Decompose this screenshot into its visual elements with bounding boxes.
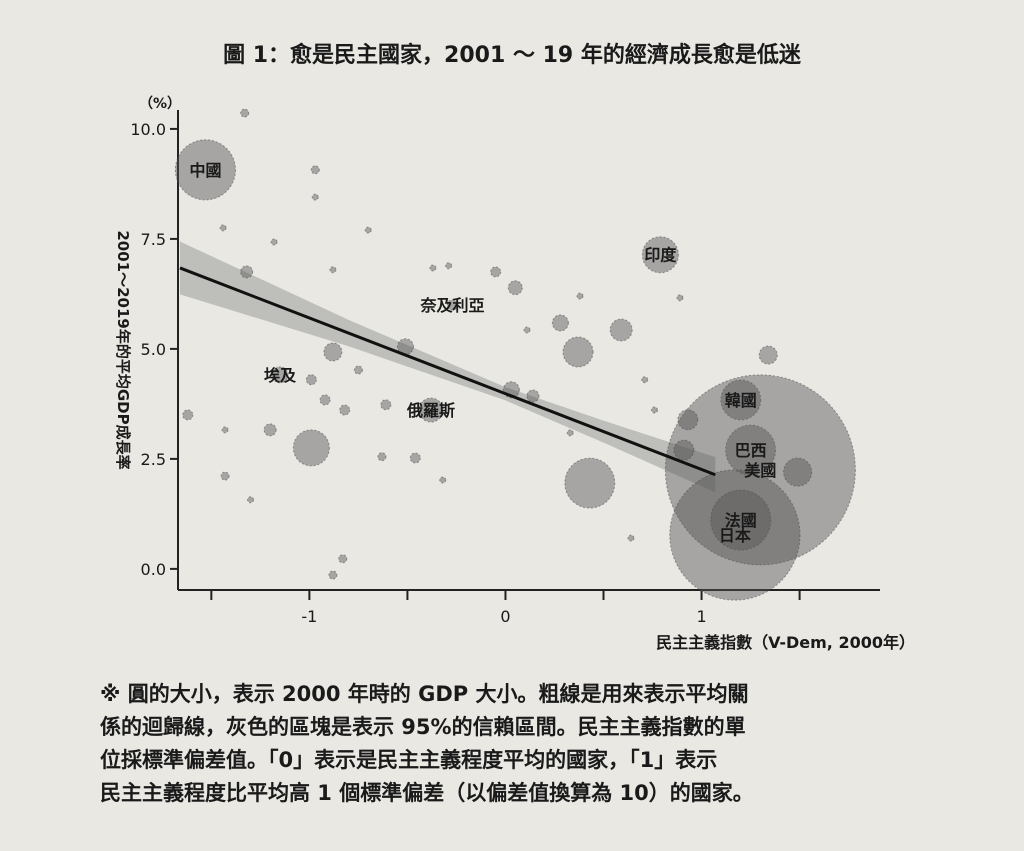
note-line: ※ 圓的大小，表示 2000 年時的 GDP 大小。粗線是用來表示平均關 — [100, 682, 749, 706]
bubble — [758, 345, 778, 365]
bubble — [409, 452, 421, 464]
bubble — [270, 238, 278, 246]
y-unit: （%） — [139, 96, 181, 112]
note: ※ 圓的大小，表示 2000 年時的 GDP 大小。粗線是用來表示平均關 係的迴… — [100, 678, 960, 810]
point-label: 美國 — [744, 461, 776, 480]
bubble — [377, 452, 387, 462]
bubble — [305, 374, 317, 386]
bubble — [310, 165, 320, 175]
bubble — [564, 457, 616, 509]
bubble — [240, 108, 250, 118]
chart-title: 圖 1：愈是民主國家，2001 ～ 19 年的經濟成長愈是低迷 — [223, 42, 802, 68]
bubble — [319, 394, 331, 406]
bubble — [338, 554, 348, 564]
bubble — [551, 314, 569, 332]
point-label: 巴西 — [735, 441, 767, 460]
bubble — [329, 266, 337, 274]
point-label: 中國 — [189, 161, 221, 180]
point-label: 奈及利亞 — [420, 296, 485, 315]
note-line: 係的迴歸線，灰色的區塊是表示 95%的信賴區間。民主主義指數的單 — [100, 715, 746, 739]
bubble — [271, 366, 289, 384]
y-tick-label: 10.0 — [130, 120, 166, 139]
bubble — [328, 570, 338, 580]
bubble — [445, 262, 453, 270]
bubble — [507, 280, 523, 296]
point-label: 日本 — [719, 526, 751, 545]
bubble — [562, 336, 594, 368]
bubble — [725, 424, 777, 476]
point-label: 韓國 — [725, 391, 757, 410]
point-label: 法國 — [725, 511, 757, 530]
y-tick-label: 0.0 — [141, 560, 166, 579]
bubble — [292, 429, 330, 467]
bubble — [673, 439, 695, 461]
bubble — [676, 294, 684, 302]
x-tick-label: 1 — [696, 607, 706, 626]
note-line: 民主主義程度比平均高 1 個標準偏差（以偏差值換算為 10）的國家。 — [100, 781, 754, 805]
y-tick-label: 2.5 — [141, 450, 166, 469]
bubble — [566, 429, 574, 437]
bubble — [677, 409, 699, 431]
bubble — [783, 457, 813, 487]
bubble — [174, 139, 236, 201]
bubble — [650, 406, 659, 414]
y-tick-label: 7.5 — [141, 230, 166, 249]
point-label: 印度 — [644, 246, 677, 265]
bubble — [240, 265, 254, 279]
bubble — [526, 389, 540, 403]
y-axis-label: 2001～2019年的平均GDP成長率 — [114, 230, 132, 469]
bubble — [353, 365, 363, 375]
bubble — [609, 318, 633, 342]
bubble — [220, 471, 230, 481]
bubble — [439, 476, 447, 484]
bubble — [641, 376, 649, 384]
note-line: 位採標準偏差值。「0」表示是民主主義程度平均的國家，「1」表示 — [100, 748, 718, 772]
bubble — [627, 534, 635, 542]
bubble — [263, 423, 277, 437]
x-axis-label: 民主主義指數（V-Dem, 2000年） — [656, 633, 915, 652]
bubble — [576, 292, 584, 300]
bubble — [323, 342, 343, 362]
bubble — [490, 266, 502, 278]
x-tick-label: 0 — [500, 607, 510, 626]
bubble — [710, 489, 772, 551]
bubble — [364, 226, 372, 234]
bubble — [219, 224, 227, 232]
y-tick-label: 5.0 — [141, 340, 166, 359]
bubble — [664, 374, 856, 566]
point-label: 埃及 — [264, 366, 297, 385]
bubble — [247, 496, 255, 504]
bubble — [720, 379, 762, 421]
bubble — [641, 236, 679, 274]
bubble — [311, 193, 319, 201]
bubble — [429, 264, 437, 272]
bubble — [523, 326, 531, 334]
bubble — [221, 426, 229, 434]
bubble — [669, 469, 801, 601]
bubble — [418, 397, 444, 423]
point-label: 俄羅斯 — [406, 401, 455, 420]
bubble — [380, 399, 392, 411]
chart: 圖 1：愈是民主國家，2001 ～ 19 年的經濟成長愈是低迷 （%） 2001… — [114, 42, 915, 652]
confidence-band — [179, 241, 716, 493]
regression-line — [179, 266, 716, 477]
bubble — [339, 404, 351, 416]
bubble — [446, 299, 459, 311]
x-tick-label: -1 — [301, 607, 317, 626]
bubble — [182, 409, 194, 421]
